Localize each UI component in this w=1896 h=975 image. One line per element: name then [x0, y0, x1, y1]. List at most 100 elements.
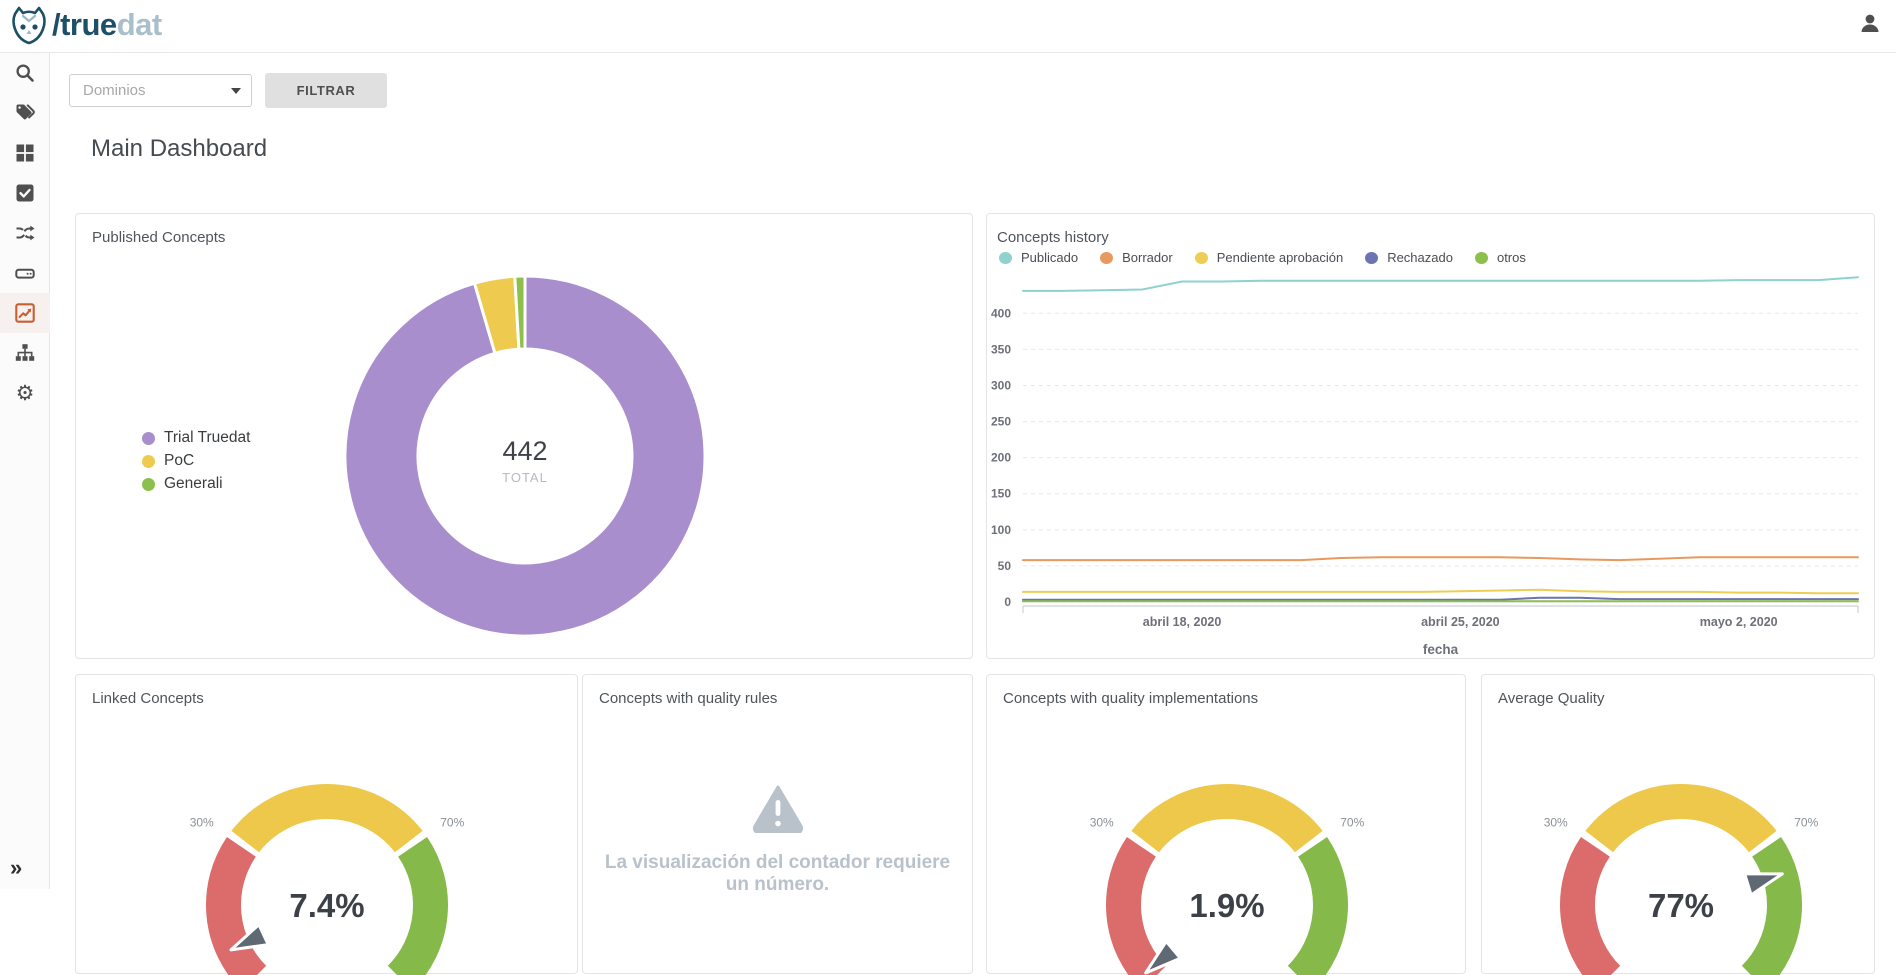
- gauge-band-label: 70%: [1794, 816, 1818, 830]
- gauge-band: [231, 784, 423, 853]
- gauge-band: [387, 836, 448, 975]
- donut-center-total: 442 TOTAL: [425, 436, 625, 485]
- no-data-message: La visualización del contador requiere u…: [583, 785, 972, 896]
- legend-item[interactable]: otros: [1474, 250, 1526, 265]
- series-line: [1022, 588, 1859, 595]
- line-chart-legend: Publicado Borrador Pendiente aprobación Rec…: [999, 250, 1526, 265]
- legend-item[interactable]: Pendiente aprobación: [1194, 250, 1344, 265]
- sidebar-item-settings[interactable]: ⚙: [0, 373, 50, 413]
- legend-item[interactable]: Trial Truedat: [142, 429, 250, 447]
- gauge-band-label: 30%: [190, 816, 214, 830]
- legend-label: Generali: [164, 475, 223, 492]
- series-line: [1022, 556, 1859, 562]
- card-title: Linked Concepts: [92, 690, 204, 707]
- domains-select[interactable]: Dominios: [69, 74, 252, 107]
- average-quality-card: Average Quality 30% 70% 77%: [1481, 674, 1875, 975]
- drive-icon: [15, 268, 35, 279]
- legend-dot: [1365, 251, 1379, 264]
- gauge-band-label: 70%: [1340, 816, 1364, 830]
- sidebar-item-concepts[interactable]: [0, 93, 50, 133]
- x-axis-title: fecha: [1423, 642, 1459, 657]
- gauge-band: [1585, 784, 1777, 853]
- gauge-band: [1560, 836, 1621, 975]
- legend-item[interactable]: Generali: [142, 475, 250, 493]
- gauge-band: [1741, 836, 1802, 975]
- linked-concepts-gauge-chart: 30% 70% 7.4%: [190, 784, 465, 975]
- gauge-band: [1106, 836, 1167, 975]
- page-title: Main Dashboard: [91, 135, 268, 162]
- tags-icon: [16, 104, 35, 120]
- logo-text: /truedat: [52, 7, 162, 42]
- svg-text:100: 100: [991, 523, 1011, 537]
- series-line: [1022, 276, 1859, 292]
- sidebar-item-sources[interactable]: [0, 253, 50, 293]
- quality-implementations-gauge-chart: 30% 70% 1.9%: [1090, 784, 1365, 975]
- app-header: /truedat: [0, 0, 1896, 53]
- user-menu-button[interactable]: [1856, 10, 1884, 38]
- svg-text:50: 50: [998, 559, 1012, 573]
- grid-icon: [16, 144, 34, 162]
- svg-text:0: 0: [1004, 595, 1011, 609]
- gauge-band-label: 30%: [1090, 816, 1114, 830]
- card-title: Concepts history: [997, 229, 1109, 246]
- legend-label: Trial Truedat: [164, 429, 251, 446]
- sidebar-nav: ⚙ »: [0, 53, 50, 889]
- legend-item[interactable]: Borrador: [1100, 250, 1173, 265]
- truedat-logo[interactable]: /truedat: [10, 5, 162, 45]
- legend-label: Borrador: [1122, 250, 1173, 265]
- svg-text:abril 25, 2020: abril 25, 2020: [1421, 615, 1500, 629]
- sidebar-item-lineage[interactable]: [0, 213, 50, 253]
- owl-logo-icon: [12, 6, 46, 45]
- total-label: TOTAL: [502, 470, 548, 485]
- sidebar-item-structures[interactable]: [0, 133, 50, 173]
- legend-dot: [142, 431, 155, 445]
- svg-text:350: 350: [991, 342, 1011, 356]
- sidebar-item-organization[interactable]: [0, 333, 50, 373]
- published-concepts-card: Published Concepts Trial Truedat PoC Gener…: [75, 213, 973, 659]
- sidebar-expand-button[interactable]: »: [10, 855, 23, 880]
- card-title: Concepts with quality implementations: [1003, 690, 1259, 707]
- sidebar-item-search[interactable]: [0, 53, 50, 93]
- svg-text:abril 18, 2020: abril 18, 2020: [1143, 615, 1222, 629]
- sidebar-item-rules[interactable]: [0, 173, 50, 213]
- gauge-band: [206, 836, 267, 975]
- legend-label: Publicado: [1021, 250, 1079, 265]
- card-title: Average Quality: [1498, 690, 1605, 707]
- sidebar-item-dashboards[interactable]: [0, 293, 50, 333]
- concepts-history-line-chart: 0 50 100 150 200 250 300 350 400 abril 18, 2020 ab…: [991, 276, 1859, 657]
- gear-icon: ⚙: [15, 381, 35, 405]
- card-title: Concepts with quality rules: [599, 690, 778, 707]
- legend-label: Pendiente aprobación: [1216, 250, 1344, 265]
- legend-dot: [1100, 251, 1114, 264]
- donut-legend: Trial Truedat PoC Generali: [142, 429, 250, 493]
- filter-button[interactable]: FILTRAR: [265, 73, 387, 108]
- svg-text:250: 250: [991, 415, 1011, 429]
- domains-placeholder: Dominios: [83, 82, 146, 99]
- svg-text:200: 200: [991, 451, 1011, 465]
- filter-toolbar: Dominios FILTRAR: [51, 53, 1896, 113]
- legend-dot: [1194, 251, 1208, 264]
- svg-text:300: 300: [991, 378, 1011, 392]
- legend-label: PoC: [164, 452, 195, 469]
- legend-label: Rechazado: [1387, 250, 1453, 265]
- sitemap-icon: [15, 344, 35, 361]
- legend-item[interactable]: PoC: [142, 452, 250, 470]
- no-data-message-text: La visualización del contador requiere u…: [604, 852, 951, 895]
- donut-slice: [513, 274, 527, 351]
- legend-dot: [1474, 251, 1488, 264]
- check-square-icon: [16, 184, 34, 202]
- main-content: Dominios FILTRAR Main Dashboard Publishe…: [51, 53, 1896, 975]
- legend-dot: [142, 477, 155, 491]
- chevron-down-icon: [231, 87, 241, 94]
- gauge-band: [1131, 784, 1323, 853]
- series-line: [1022, 596, 1859, 601]
- legend-dot: [142, 454, 155, 468]
- quality-rules-card: Concepts with quality rules La visualiza…: [582, 674, 973, 974]
- legend-item[interactable]: Rechazado: [1365, 250, 1453, 265]
- warning-icon: [752, 785, 803, 835]
- average-quality-gauge-chart: 30% 70% 77%: [1544, 784, 1819, 975]
- svg-text:mayo 2, 2020: mayo 2, 2020: [1700, 615, 1778, 629]
- published-concepts-donut-chart: [343, 274, 707, 638]
- gauge-band: [1287, 836, 1348, 975]
- legend-item[interactable]: Publicado: [999, 250, 1078, 265]
